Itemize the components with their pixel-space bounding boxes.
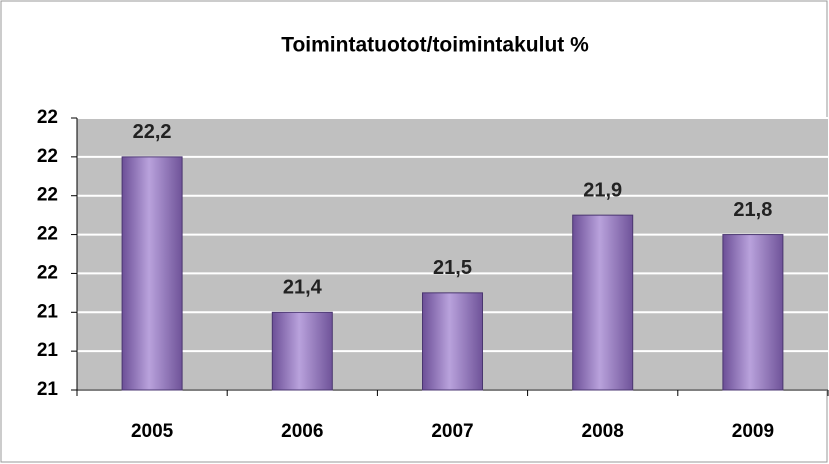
y-tick-label: 21	[37, 379, 59, 400]
x-tick-label: 2007	[431, 421, 473, 442]
x-tick-label: 2005	[131, 421, 174, 442]
y-tick-label: 21	[37, 301, 59, 322]
bar	[722, 234, 784, 391]
y-tick-label: 22	[37, 146, 58, 167]
y-tick-label: 21	[37, 340, 59, 361]
y-tick-label: 22	[37, 224, 58, 245]
bar	[271, 311, 333, 391]
bar	[422, 292, 483, 391]
x-tick-label: 2006	[281, 421, 323, 442]
data-label: 21,4	[283, 277, 323, 299]
y-tick-label: 22	[37, 107, 58, 128]
y-tick-label: 22	[37, 185, 58, 206]
y-tick-label: 22	[37, 262, 58, 283]
data-label: 21,8	[733, 199, 772, 221]
data-label: 21,5	[433, 257, 472, 279]
x-tick-label: 2008	[582, 421, 624, 442]
x-tick-label: 2009	[732, 421, 774, 442]
data-label: 21,9	[583, 179, 622, 201]
bar	[121, 156, 183, 391]
bar	[572, 214, 634, 391]
chart-title: Toimintatuotot/toimintakulut %	[281, 34, 589, 57]
data-label: 22,2	[133, 121, 172, 143]
